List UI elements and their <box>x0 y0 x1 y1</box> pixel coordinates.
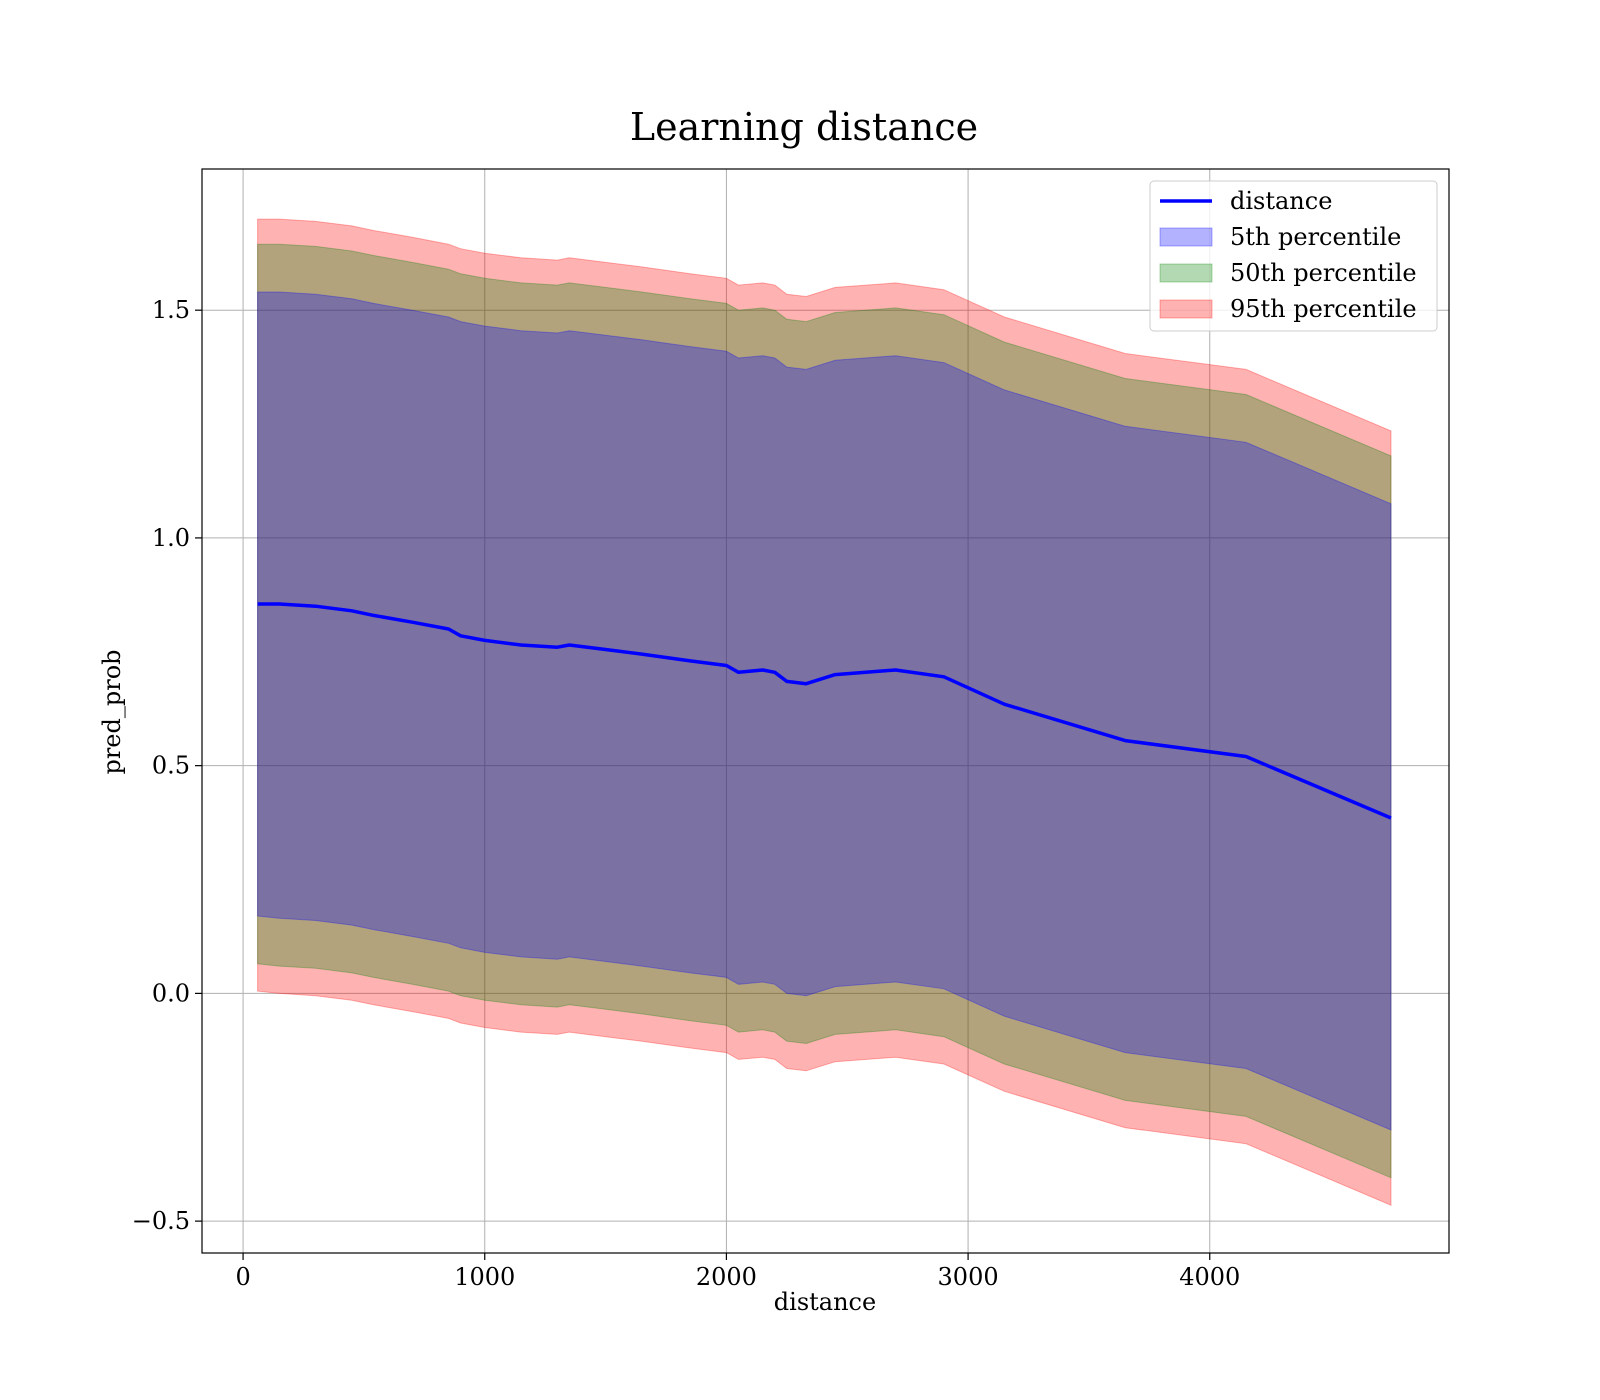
plot-frame <box>201 168 1450 1254</box>
y-tick-label: 0.5 <box>152 752 190 780</box>
band-5th-percentile <box>257 291 1392 1131</box>
y-tick-label: 1.0 <box>152 524 190 552</box>
band-50th-percentile <box>257 243 1392 1179</box>
chart-title: Learning distance <box>630 105 978 149</box>
x-tick-label: 1000 <box>454 1263 515 1291</box>
legend-swatch-95th <box>1159 299 1213 319</box>
x-tick-label: 4000 <box>1179 1263 1240 1291</box>
legend-swatch-5th <box>1159 227 1213 247</box>
legend-swatch-50th <box>1159 263 1213 283</box>
y-tick-label: 1.5 <box>152 296 190 324</box>
legend-label-50th: 50th percentile <box>1230 259 1417 287</box>
x-tick-label: 2000 <box>696 1263 757 1291</box>
y-tick-label: −0.5 <box>132 1207 190 1235</box>
x-tick-label: 0 <box>235 1263 250 1291</box>
legend-label-5th: 5th percentile <box>1230 223 1401 251</box>
bands <box>257 218 1392 1206</box>
y-axis: −0.5 0.0 0.5 1.0 1.5 <box>132 296 202 1235</box>
x-axis: 0 1000 2000 3000 4000 <box>235 1253 1240 1291</box>
legend-label-95th: 95th percentile <box>1230 295 1417 323</box>
legend-box <box>1149 180 1438 332</box>
x-tick-label: 3000 <box>938 1263 999 1291</box>
lines <box>257 602 1392 820</box>
y-tick-label: 0.0 <box>152 979 190 1007</box>
series-line-distance <box>257 602 1392 820</box>
band-95th-percentile <box>257 218 1392 1206</box>
x-axis-label: distance <box>774 1288 876 1316</box>
legend-label-distance: distance <box>1230 187 1332 215</box>
y-axis-label: pred_prob <box>98 649 126 774</box>
legend: distance 5th percentile 50th percentile … <box>1149 180 1438 332</box>
